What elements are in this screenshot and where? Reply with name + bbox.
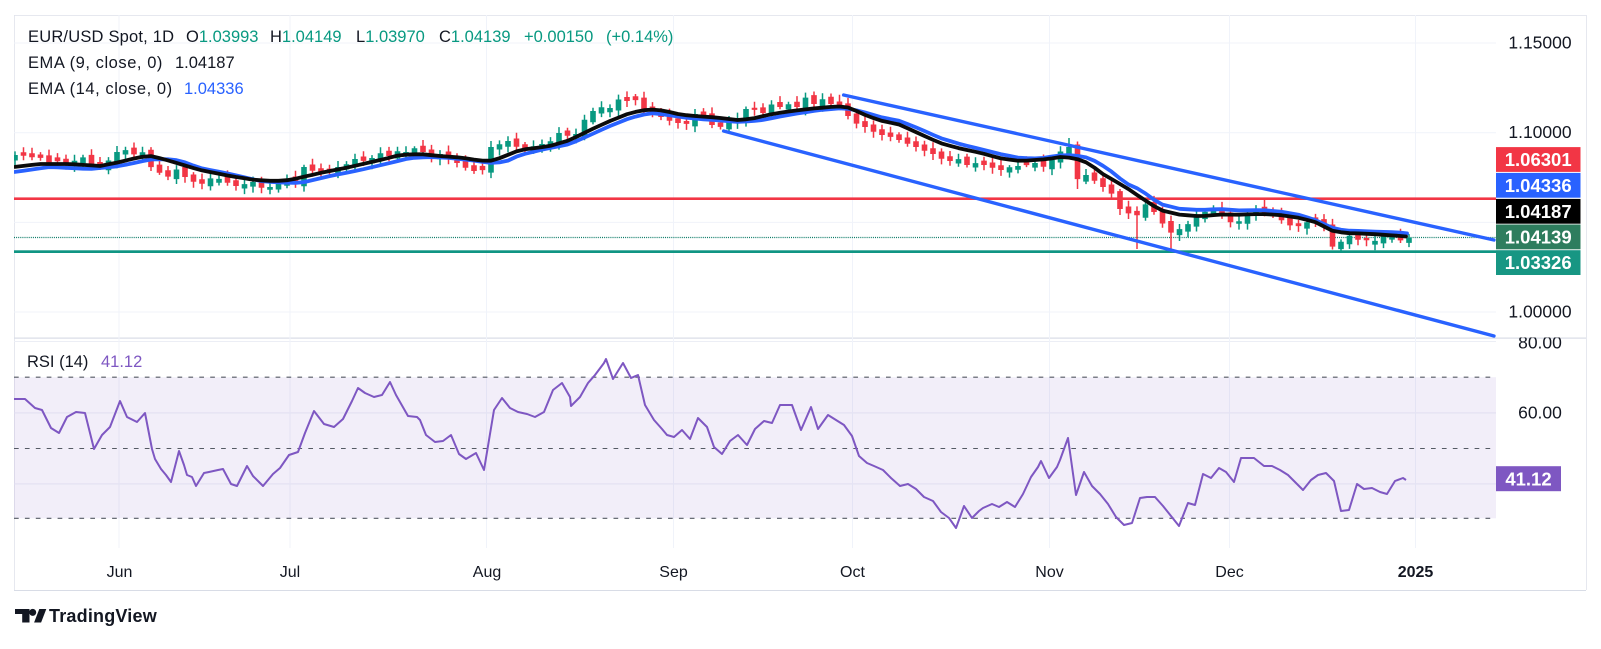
svg-text:2025: 2025 (1398, 564, 1434, 581)
svg-text:1.04336: 1.04336 (1505, 175, 1572, 196)
svg-text:80.00: 80.00 (1518, 333, 1562, 353)
svg-text:1.04336: 1.04336 (184, 80, 244, 98)
svg-text:1.00000: 1.00000 (1508, 302, 1572, 322)
svg-text:1.04187: 1.04187 (1505, 201, 1572, 222)
svg-text:EMA (14, close, 0): EMA (14, close, 0) (28, 80, 173, 98)
svg-text:Oct: Oct (840, 564, 865, 581)
svg-text:EUR/USD Spot, 1D: EUR/USD Spot, 1D (28, 28, 174, 46)
svg-text:+0.00150: +0.00150 (524, 28, 593, 46)
svg-text:C1.04139: C1.04139 (439, 28, 511, 46)
svg-text:Dec: Dec (1215, 564, 1243, 581)
svg-text:1.03326: 1.03326 (1505, 252, 1572, 273)
svg-text:1.04139: 1.04139 (1505, 226, 1572, 247)
svg-text:EMA (9, close, 0): EMA (9, close, 0) (28, 54, 163, 72)
svg-text:Jul: Jul (280, 564, 300, 581)
svg-text:TradingView: TradingView (49, 606, 158, 626)
svg-text:1.15000: 1.15000 (1508, 33, 1572, 53)
svg-text:1.10000: 1.10000 (1508, 122, 1572, 142)
svg-text:41.12: 41.12 (1505, 468, 1551, 489)
svg-text:H1.04149: H1.04149 (270, 28, 342, 46)
svg-text:O1.03993: O1.03993 (186, 28, 259, 46)
svg-text:RSI (14): RSI (14) (27, 353, 88, 371)
svg-text:Jun: Jun (107, 564, 133, 581)
svg-text:(+0.14%): (+0.14%) (606, 28, 673, 46)
svg-text:60.00: 60.00 (1518, 402, 1562, 422)
svg-text:1.06301: 1.06301 (1505, 149, 1572, 170)
svg-text:1.04187: 1.04187 (175, 54, 235, 72)
svg-text:L1.03970: L1.03970 (356, 28, 425, 46)
svg-text:Sep: Sep (659, 564, 688, 581)
svg-text:Nov: Nov (1035, 564, 1063, 581)
svg-text:Aug: Aug (473, 564, 501, 581)
svg-text:41.12: 41.12 (101, 353, 142, 371)
